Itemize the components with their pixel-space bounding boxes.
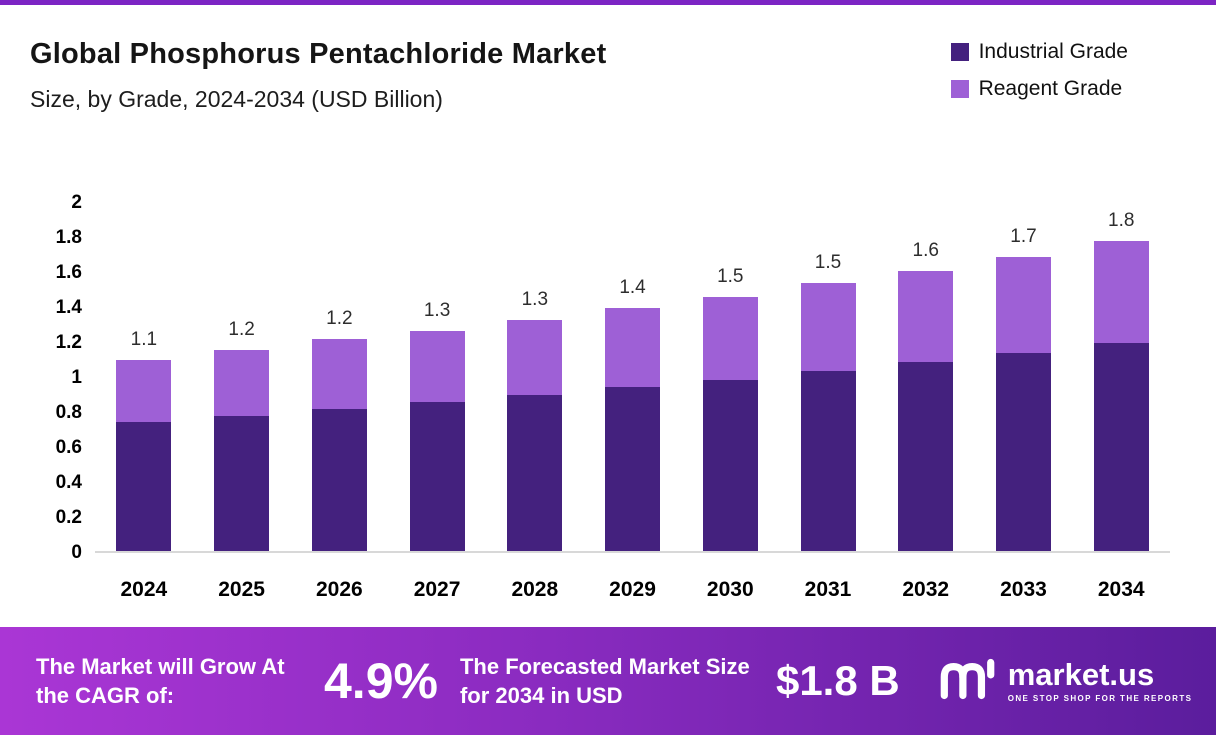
bar-total-label-2024: 1.1 bbox=[130, 329, 158, 351]
legend: Industrial Grade Reagent Grade bbox=[950, 40, 1128, 101]
forecast-value: $1.8 B bbox=[775, 657, 900, 704]
y-tick-0.8: 0.8 bbox=[55, 402, 82, 423]
bar-group-2024: 1.1 bbox=[95, 203, 193, 551]
bar-segment-reagent-grade-2028 bbox=[507, 320, 563, 396]
y-tick-2: 2 bbox=[71, 192, 82, 213]
bar-segment-reagent-grade-2027 bbox=[409, 330, 465, 403]
bar-segment-reagent-grade-2029 bbox=[605, 307, 661, 387]
brand-logo: market.us ONE STOP SHOP FOR THE REPORTS bbox=[934, 656, 1193, 707]
bar-segment-reagent-grade-2034 bbox=[1093, 241, 1149, 343]
x-tick-2025: 2025 bbox=[218, 578, 265, 601]
bar-segment-industrial-grade-2034 bbox=[1093, 342, 1149, 551]
bar-total-label-2033: 1.7 bbox=[1010, 226, 1037, 247]
brand-tagline: ONE STOP SHOP FOR THE REPORTS bbox=[1007, 694, 1193, 703]
brand-name: market.us bbox=[1007, 657, 1155, 692]
x-tick-2027: 2027 bbox=[413, 578, 461, 601]
bar-total-label-2031: 1.5 bbox=[814, 252, 842, 274]
legend-label-industrial: Industrial Grade bbox=[978, 40, 1128, 63]
x-tick-2031: 2031 bbox=[804, 578, 852, 601]
y-tick-1.4: 1.4 bbox=[55, 297, 82, 318]
y-tick-1.6: 1.6 bbox=[55, 262, 82, 283]
x-tick-2026: 2026 bbox=[315, 578, 363, 601]
footer-banner: The Market will Grow At the CAGR of: 4.9… bbox=[0, 627, 1216, 735]
legend-item-industrial-grade: Industrial Grade bbox=[950, 40, 1128, 64]
legend-item-reagent-grade: Reagent Grade bbox=[950, 77, 1128, 101]
x-tick-2034: 2034 bbox=[1097, 578, 1145, 601]
bar-total-label-2027: 1.3 bbox=[423, 299, 451, 321]
y-tick-0: 0 bbox=[71, 542, 82, 563]
bar-total-label-2032: 1.6 bbox=[912, 240, 939, 261]
bar-total-label-2030: 1.5 bbox=[717, 266, 744, 288]
brand-text: market.us ONE STOP SHOP FOR THE REPORTS bbox=[1008, 659, 1193, 703]
x-tick-2028: 2028 bbox=[511, 578, 559, 601]
plot-area: 1.1 1.2 1.2 1.3 1.3 1.4 1.5 1.5 1.6 1.7 1.8 bbox=[95, 203, 1170, 553]
bar-segment-reagent-grade-2030 bbox=[702, 297, 758, 380]
bar-total-label-2026: 1.2 bbox=[326, 308, 353, 330]
chart-title: Global Phosphorus Pentachloride Market bbox=[30, 38, 607, 70]
x-tick-2029: 2029 bbox=[609, 578, 656, 601]
bar-segment-industrial-grade-2024 bbox=[116, 421, 172, 551]
x-axis: 2024 2025 2026 2027 2028 2029 2030 2031 2032 2033… bbox=[95, 578, 1170, 602]
y-tick-0.4: 0.4 bbox=[55, 472, 82, 493]
x-tick-2030: 2030 bbox=[706, 578, 754, 601]
bar-group-2028: 1.3 bbox=[486, 203, 584, 551]
bar-segment-industrial-grade-2033 bbox=[995, 353, 1051, 551]
bar-segment-reagent-grade-2033 bbox=[995, 257, 1051, 354]
bar-segment-reagent-grade-2032 bbox=[898, 271, 954, 362]
bar-group-2027: 1.3 bbox=[388, 203, 486, 551]
x-tick-2032: 2032 bbox=[902, 578, 950, 601]
bar-segment-reagent-grade-2031 bbox=[800, 283, 856, 371]
bar-segment-reagent-grade-2026 bbox=[311, 339, 367, 410]
bar-group-2033: 1.7 bbox=[975, 203, 1073, 551]
y-axis: 0 0.2 0.4 0.6 0.8 1 1.2 1.4 1.6 1.8 2 bbox=[0, 192, 82, 563]
bar-group-2026: 1.2 bbox=[290, 203, 388, 551]
bar-group-2025: 1.2 bbox=[193, 203, 291, 551]
bar-segment-reagent-grade-2025 bbox=[214, 349, 270, 417]
bar-segment-industrial-grade-2030 bbox=[702, 379, 758, 551]
y-tick-1.2: 1.2 bbox=[55, 332, 82, 353]
legend-swatch-industrial bbox=[950, 43, 969, 61]
bar-total-label-2028: 1.3 bbox=[521, 289, 549, 310]
top-accent-bar bbox=[0, 0, 1216, 5]
forecast-caption: The Forecasted Market Size for 2034 in U… bbox=[459, 653, 750, 708]
bar-segment-industrial-grade-2028 bbox=[507, 395, 563, 551]
cagr-value: 4.9% bbox=[324, 653, 438, 709]
x-tick-2024: 2024 bbox=[120, 578, 168, 601]
cagr-caption: The Market will Grow At the CAGR of: bbox=[36, 653, 285, 708]
bar-segment-industrial-grade-2026 bbox=[311, 409, 367, 551]
bar-segment-industrial-grade-2025 bbox=[214, 416, 270, 551]
bar-group-2030: 1.5 bbox=[681, 203, 779, 551]
bar-segment-industrial-grade-2031 bbox=[800, 370, 856, 551]
bar-group-2029: 1.4 bbox=[584, 203, 682, 551]
marketus-logo-icon bbox=[934, 656, 1000, 707]
y-tick-1.8: 1.8 bbox=[55, 227, 82, 248]
bar-segment-reagent-grade-2024 bbox=[116, 360, 172, 422]
bar-group-2032: 1.6 bbox=[877, 203, 975, 551]
bar-segment-industrial-grade-2029 bbox=[605, 386, 661, 551]
bar-segment-industrial-grade-2027 bbox=[409, 402, 465, 551]
bar-segment-industrial-grade-2032 bbox=[898, 362, 954, 551]
bar-total-label-2029: 1.4 bbox=[619, 276, 646, 298]
bar-total-label-2034: 1.8 bbox=[1108, 210, 1135, 232]
y-tick-0.2: 0.2 bbox=[55, 507, 82, 528]
legend-label-reagent: Reagent Grade bbox=[978, 77, 1123, 100]
bar-group-2031: 1.5 bbox=[779, 203, 877, 551]
y-tick-1: 1 bbox=[71, 367, 82, 388]
x-tick-2033: 2033 bbox=[1000, 578, 1047, 601]
chart-subtitle: Size, by Grade, 2024-2034 (USD Billion) bbox=[30, 86, 443, 112]
bar-group-2034: 1.8 bbox=[1072, 203, 1170, 551]
y-tick-0.6: 0.6 bbox=[55, 437, 82, 458]
bar-total-label-2025: 1.2 bbox=[228, 318, 255, 340]
legend-swatch-reagent bbox=[950, 80, 969, 98]
